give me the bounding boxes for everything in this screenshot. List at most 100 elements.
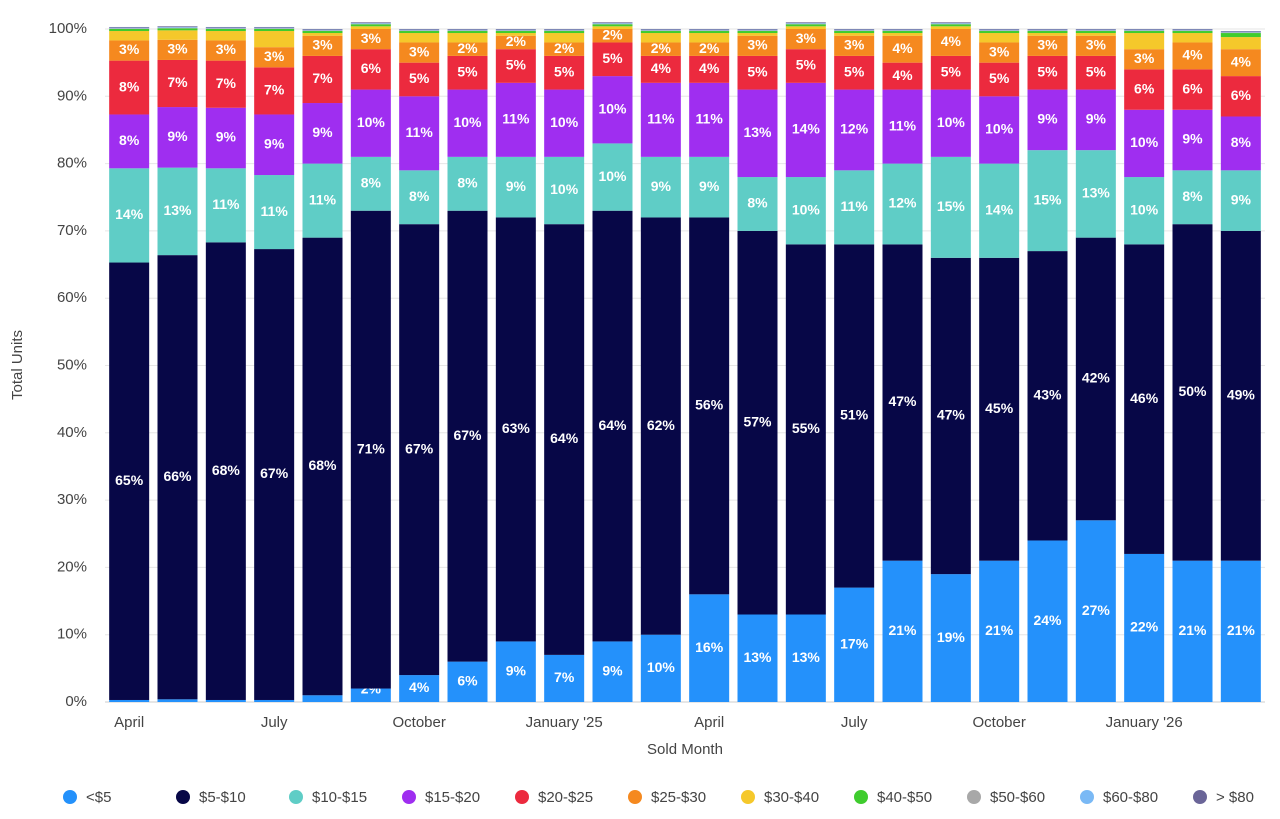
- bar-segment: [640, 31, 681, 34]
- bar-segment: [1220, 37, 1261, 50]
- data-label: 10%: [550, 114, 579, 130]
- data-label: 9%: [506, 662, 527, 678]
- data-label: 27%: [1082, 602, 1111, 618]
- bar-segment: [109, 114, 150, 169]
- data-label: 65%: [115, 472, 144, 488]
- data-label: 5%: [844, 63, 865, 79]
- bar-segment: [930, 55, 971, 90]
- data-label: 5%: [747, 63, 768, 79]
- bar-segment: [302, 163, 343, 238]
- data-label: 5%: [409, 70, 430, 86]
- y-tick-label: 80%: [57, 155, 87, 172]
- bar-segment: [399, 96, 440, 171]
- data-label: 22%: [1130, 619, 1159, 635]
- legend-label: > $80: [1216, 789, 1254, 806]
- bar-segment: [1220, 76, 1261, 117]
- bar-segment: [1124, 30, 1165, 32]
- bar-segment: [689, 217, 730, 595]
- bar-segment: [834, 30, 875, 32]
- bar-segment: [834, 31, 875, 34]
- x-axis-title: Sold Month: [647, 741, 723, 758]
- data-label: 21%: [1227, 622, 1256, 638]
- legend-label: $5-$10: [199, 789, 246, 806]
- bar-segment: [689, 55, 730, 83]
- y-tick-label: 50%: [57, 356, 87, 373]
- data-label: 4%: [1231, 53, 1252, 69]
- bar-segment: [882, 30, 923, 32]
- bar-segment: [109, 31, 150, 41]
- data-label: 9%: [699, 178, 720, 194]
- data-label: 9%: [264, 135, 285, 151]
- bar-segment: [205, 31, 246, 41]
- bar-segment: [399, 30, 440, 32]
- bar-segment: [495, 31, 536, 34]
- data-label: 15%: [937, 198, 966, 214]
- bar-segment: [1220, 560, 1261, 702]
- bar-segment: [1172, 33, 1213, 43]
- data-label: 9%: [216, 129, 237, 145]
- data-label: 45%: [985, 400, 1014, 416]
- data-label: 71%: [357, 440, 386, 456]
- bar-segment: [399, 33, 440, 43]
- data-label: 5%: [796, 57, 817, 73]
- bar-segment: [930, 89, 971, 157]
- bar-segment: [1220, 31, 1261, 33]
- bar-segment: [1172, 170, 1213, 225]
- data-label: 4%: [892, 67, 913, 83]
- bar-segment: [544, 156, 585, 225]
- bar-segment: [689, 33, 730, 43]
- bar-segment: [157, 39, 198, 60]
- bar-segment: [1027, 30, 1068, 32]
- data-label: 3%: [1086, 37, 1107, 53]
- data-label: 3%: [409, 43, 430, 59]
- bar-segment: [640, 42, 681, 56]
- bar-segment: [447, 661, 488, 702]
- bar-segment: [882, 35, 923, 63]
- data-label: 11%: [841, 198, 869, 214]
- bar-segment: [495, 29, 536, 30]
- legend-marker: [1080, 790, 1094, 804]
- bar-segment: [1124, 29, 1165, 30]
- data-label: 64%: [550, 430, 579, 446]
- data-label: 5%: [457, 63, 478, 79]
- bar-segment: [350, 89, 391, 157]
- bar-segment: [109, 699, 150, 702]
- bar-segment: [157, 107, 198, 168]
- bar-segment: [205, 26, 246, 28]
- bar-segment: [834, 170, 875, 245]
- bar-segment: [205, 107, 246, 169]
- bar-segment: [1220, 32, 1261, 34]
- bar-segment: [1075, 29, 1116, 30]
- bar-segment: [1075, 89, 1116, 151]
- bar-segment: [1220, 230, 1261, 561]
- data-label: 4%: [941, 33, 962, 49]
- bar-segment: [689, 31, 730, 34]
- bar-segment: [1124, 29, 1165, 31]
- bar-segment: [882, 89, 923, 164]
- bar-segment: [1124, 69, 1165, 110]
- bar-segment: [544, 42, 585, 56]
- data-label: 3%: [844, 37, 865, 53]
- bar-segment: [834, 33, 875, 36]
- bar-segment: [399, 29, 440, 30]
- data-label: 3%: [119, 41, 140, 57]
- bar-segment: [1075, 237, 1116, 521]
- bar-segment: [834, 55, 875, 90]
- legend-marker: [1193, 790, 1207, 804]
- data-label: 10%: [598, 168, 627, 184]
- legend-marker: [402, 790, 416, 804]
- bar-segment: [979, 560, 1020, 702]
- data-label: 4%: [409, 679, 430, 695]
- legend-label: $10-$15: [312, 789, 367, 806]
- data-label: 9%: [1182, 131, 1203, 147]
- bar-segment: [640, 29, 681, 30]
- bar-segment: [737, 614, 778, 702]
- bar-segment: [157, 26, 198, 27]
- bar-segment: [544, 33, 585, 43]
- legend-marker: [289, 790, 303, 804]
- data-label: 11%: [696, 111, 724, 127]
- bar-segment: [930, 26, 971, 29]
- data-label: 5%: [941, 63, 962, 79]
- bar-segment: [447, 29, 488, 31]
- data-label: 10%: [792, 201, 821, 217]
